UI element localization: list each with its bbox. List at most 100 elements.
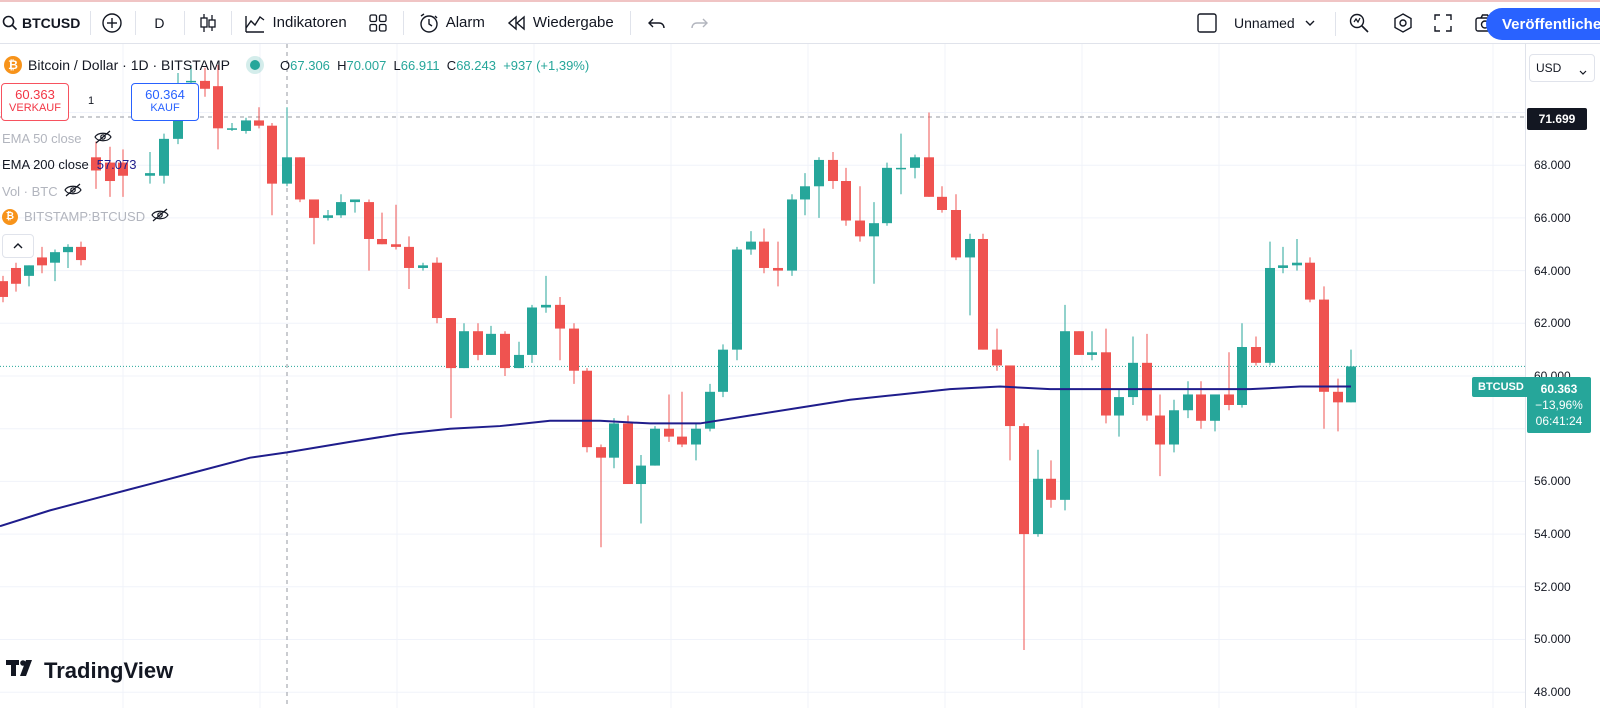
candle-body (924, 157, 934, 197)
symbol-title[interactable]: Bitcoin / Dollar · 1D · BITSTAMP (28, 57, 231, 73)
candle (650, 426, 660, 466)
candle (473, 323, 483, 361)
publish-button[interactable]: Veröffentlichen (1486, 8, 1600, 40)
candle-body (50, 252, 60, 263)
ohlc-values: O67.306 H70.007 L66.911 C68.243 +937 (+1… (280, 57, 590, 73)
sell-button[interactable]: 60.363 VERKAUF (1, 83, 69, 121)
candle (63, 244, 73, 268)
price-tick-label: 62.000 (1534, 316, 1571, 331)
candle-body (1101, 352, 1111, 416)
price-tick-label: 68.000 (1534, 158, 1571, 173)
symbol-price-badge: BTCUSD (1472, 377, 1530, 397)
candle-body (596, 447, 606, 458)
candle-body (295, 157, 305, 200)
candle (541, 275, 551, 313)
candle-body (418, 265, 428, 268)
candle-body (267, 125, 277, 184)
collapse-legend-button[interactable] (2, 234, 34, 258)
candle (910, 154, 920, 179)
price-tick-label: 64.000 (1534, 263, 1571, 278)
candle (787, 194, 797, 276)
top-toolbar: BTCUSD D Indikatoren (0, 0, 1600, 44)
candle-body (541, 304, 551, 308)
candle-body (105, 162, 115, 182)
layouts-button[interactable] (367, 1, 389, 45)
multi-chart-button[interactable] (1196, 1, 1218, 45)
settings-button[interactable] (1392, 1, 1414, 45)
fullscreen-button[interactable] (1433, 1, 1453, 45)
candle-body (159, 138, 169, 176)
chart-type-button[interactable] (197, 1, 219, 45)
gear-icon (1392, 12, 1414, 34)
indicator-ema200[interactable]: EMA 200 close 57.073 (2, 157, 137, 172)
indicator-ema50[interactable]: EMA 50 close (2, 130, 112, 147)
undo-button[interactable] (647, 1, 667, 45)
grid-icon (367, 12, 389, 34)
candle-body (896, 167, 906, 170)
candle-body (759, 241, 769, 268)
eye-hidden-icon[interactable] (63, 183, 82, 200)
candle (555, 296, 565, 361)
buy-button[interactable]: 60.364 KAUF (131, 83, 199, 121)
square-icon (1196, 12, 1218, 34)
last-price: 60.363 (1540, 382, 1578, 396)
eye-hidden-icon[interactable] (93, 130, 112, 147)
last-change: −13,96% (1535, 398, 1583, 412)
candle (24, 265, 34, 287)
candle (391, 204, 401, 250)
candle-body (732, 249, 742, 350)
quick-search-button[interactable] (1348, 1, 1370, 45)
indicator-volume[interactable]: Vol · BTC (2, 183, 82, 200)
redo-button[interactable] (689, 1, 709, 45)
candle (759, 228, 769, 274)
currency-select[interactable]: USD (1529, 54, 1595, 82)
candle-body (1155, 415, 1165, 445)
alarm-button[interactable]: Alarm (418, 1, 485, 45)
candlestick-chart[interactable] (0, 44, 1600, 708)
indicators-button[interactable]: Indikatoren (244, 1, 347, 45)
candle-body (1019, 426, 1029, 535)
candle-body (227, 128, 237, 130)
candle (869, 202, 879, 284)
candle-body (746, 241, 756, 250)
candle-body (582, 370, 592, 448)
tradingview-logo[interactable]: TradingView (6, 658, 173, 684)
candle (364, 199, 374, 271)
candle-body (1346, 366, 1356, 403)
indicator-compare-symbol[interactable]: ₿ BITSTAMP:BTCUSD (2, 208, 169, 225)
interval-button[interactable]: D (154, 14, 165, 31)
toolbar-separator (629, 10, 631, 35)
undo-icon (647, 14, 667, 32)
candle-body (200, 80, 210, 89)
candle (227, 123, 237, 131)
candle-body (1196, 394, 1206, 421)
candle-body (718, 349, 728, 392)
fullscreen-icon (1433, 13, 1453, 33)
candle-body (773, 267, 783, 271)
candle (1019, 423, 1029, 651)
symbol-search[interactable]: BTCUSD (2, 1, 80, 45)
replay-button[interactable]: Wiedergabe (507, 1, 614, 45)
price-scale[interactable] (1525, 44, 1600, 708)
layout-name-dropdown[interactable]: Unnamed (1234, 1, 1315, 45)
buy-price: 60.364 (145, 87, 185, 102)
candle (254, 107, 264, 129)
candle-body (213, 86, 223, 129)
candle-body (527, 307, 537, 355)
candle-body (24, 265, 34, 276)
sell-label: VERKAUF (9, 102, 61, 114)
eye-hidden-icon[interactable] (151, 208, 169, 225)
candle (896, 133, 906, 195)
chart-pane[interactable]: ₿ Bitcoin / Dollar · 1D · BITSTAMP O67.3… (0, 44, 1600, 708)
compare-symbol-button[interactable] (101, 1, 123, 45)
candle (924, 112, 934, 197)
candle (1278, 246, 1288, 274)
candle (50, 249, 60, 282)
ema200-line (0, 385, 1351, 528)
candle-body (1210, 394, 1220, 421)
candle (582, 368, 592, 453)
candle-body (937, 196, 947, 210)
candle-body (787, 199, 797, 271)
price-tick-label: 54.000 (1534, 527, 1571, 542)
